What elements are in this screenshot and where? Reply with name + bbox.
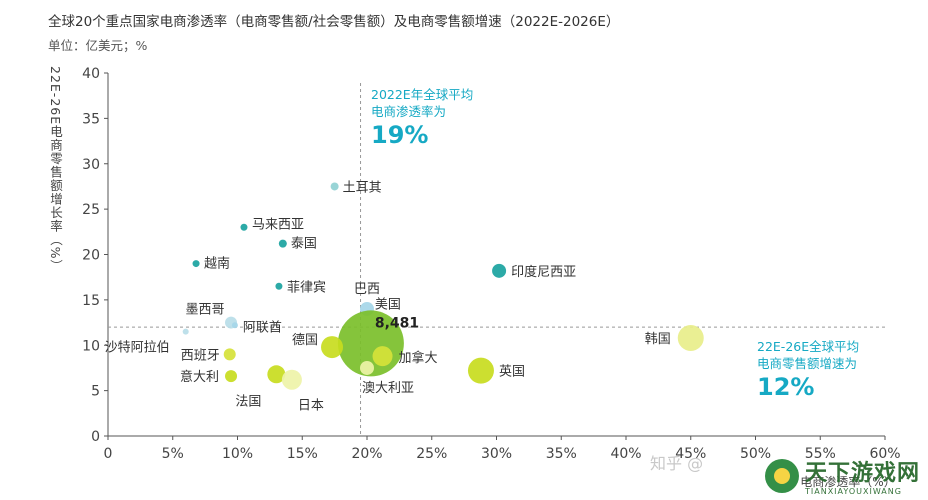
y-tick-label: 25 — [82, 202, 100, 218]
bubble-日本 — [281, 369, 302, 390]
x-tick-label: 55% — [805, 446, 836, 462]
bubble-label: 美国 — [375, 297, 401, 312]
bubble-label: 澳大利亚 — [362, 380, 414, 396]
bubble-label: 越南 — [204, 256, 230, 272]
bubble-马来西亚 — [240, 223, 248, 231]
y-tick-label: 0 — [91, 429, 100, 445]
y-tick-label: 35 — [82, 111, 100, 127]
x-tick-label: 5% — [162, 446, 184, 462]
x-tick-label: 45% — [675, 446, 706, 462]
bubble-泰国 — [278, 239, 287, 248]
growth-annotation-line2: 电商零售额增速为 — [757, 356, 858, 371]
site-watermark: 天下游戏网 TIANXIAYOUXIWANG — [764, 455, 920, 496]
x-tick-label: 0 — [104, 446, 113, 462]
bubble-label: 沙特阿拉伯 — [105, 341, 170, 356]
x-tick-label: 10% — [222, 446, 253, 462]
bubble-label: 法国 — [235, 394, 261, 409]
bubble-label: 西班牙 — [181, 348, 220, 363]
site-watermark-subtext: TIANXIAYOUXIWANG — [804, 487, 902, 496]
x-tick-label: 50% — [740, 446, 771, 462]
y-tick-label: 5 — [91, 384, 100, 400]
y-tick-label: 15 — [82, 293, 100, 309]
x-tick-label: 35% — [546, 446, 577, 462]
zhihu-watermark: 知乎 @ — [650, 454, 704, 473]
y-axis-label: 22E-26E电商零售额增长率（%） — [48, 66, 63, 273]
bubble-德国 — [321, 336, 344, 359]
bubble-土耳其 — [330, 182, 339, 191]
bubble-印度尼西亚 — [492, 263, 507, 278]
bubble-label: 巴西 — [354, 282, 380, 297]
bubble-label: 菲律宾 — [287, 279, 326, 295]
bubble-阿联酋 — [231, 322, 238, 329]
bubble-越南 — [192, 260, 200, 268]
growth-annotation: 22E-26E全球平均 电商零售额增速为 12% — [757, 338, 859, 402]
y-tick-label: 30 — [82, 157, 100, 173]
bubble-label: 日本 — [298, 399, 324, 414]
penetration-annotation: 2022E年全球平均 电商渗透率为 19% — [371, 86, 473, 150]
bubble-label: 墨西哥 — [186, 303, 225, 318]
penetration-annotation-line1: 2022E年全球平均 — [371, 87, 474, 102]
bubble-意大利 — [225, 370, 238, 383]
bubble-label: 马来西亚 — [252, 217, 304, 232]
bubble-菲律宾 — [275, 282, 283, 290]
x-axis-label: 电商渗透率（%） — [800, 474, 895, 489]
x-tick-label: 30% — [481, 446, 512, 462]
bubble-澳大利亚 — [360, 360, 374, 375]
bubble-label: 阿联酋 — [243, 319, 282, 335]
penetration-annotation-value: 19% — [371, 121, 429, 149]
bubble-value-label: 8,481 — [375, 315, 419, 331]
y-tick-label: 10 — [82, 338, 100, 354]
bubble-沙特阿拉伯 — [182, 328, 189, 335]
x-tick-label: 60% — [869, 446, 900, 462]
bubble-label: 土耳其 — [343, 180, 382, 195]
bubble-西班牙 — [223, 348, 236, 361]
bubble-label: 韩国 — [645, 332, 671, 347]
site-watermark-text: 天下游戏网 — [804, 461, 920, 486]
y-tick-label: 20 — [82, 248, 100, 264]
bubble-label: 加拿大 — [399, 350, 438, 366]
bubble-加拿大 — [372, 346, 393, 367]
bubble-英国 — [467, 357, 494, 384]
bubble-label: 印度尼西亚 — [511, 264, 576, 280]
penetration-annotation-line2: 电商渗透率为 — [371, 104, 447, 119]
x-tick-label: 15% — [287, 446, 318, 462]
bubble-法国 — [267, 365, 286, 384]
bubble-label: 意大利 — [180, 369, 219, 385]
x-tick-label: 25% — [416, 446, 447, 462]
y-tick-label: 40 — [82, 66, 100, 82]
site-logo-icon — [764, 458, 799, 493]
bubble-label: 英国 — [499, 365, 525, 380]
bubble-label: 泰国 — [291, 237, 317, 252]
x-tick-label: 20% — [351, 446, 382, 462]
x-tick-label: 40% — [610, 446, 641, 462]
growth-annotation-line1: 22E-26E全球平均 — [757, 339, 860, 354]
bubble-韩国 — [677, 324, 704, 351]
unit-label: 单位：亿美元；% — [48, 38, 148, 53]
bubble-label: 德国 — [292, 333, 318, 348]
chart-title: 全球20个重点国家电商渗透率（电商零售额/社会零售额）及电商零售额增速（2022… — [48, 14, 620, 30]
growth-annotation-value: 12% — [757, 373, 815, 401]
